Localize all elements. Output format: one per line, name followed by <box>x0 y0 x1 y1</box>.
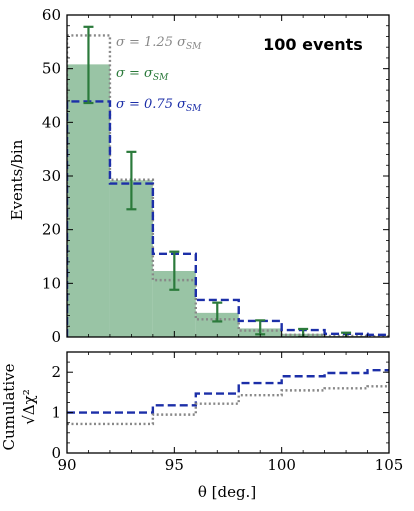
legend-text-sigma-sm: σ = σ <box>116 66 154 81</box>
legend-sub-sigma-sm: SM <box>153 73 169 83</box>
error-bar <box>212 301 223 323</box>
bottom-plot-content <box>67 368 389 426</box>
cumulative-line-0.75-sigma <box>67 368 389 414</box>
bottom-y-tick-label: 1 <box>51 404 61 422</box>
top-y-tick-label: 50 <box>42 60 61 78</box>
legend-label-1.25-sigma: σ = 1.25 σSM <box>116 35 202 52</box>
annotation-event-count: 100 events <box>263 35 363 54</box>
top-y-tick-label: 60 <box>42 6 61 24</box>
top-y-tick-label: 30 <box>42 167 61 185</box>
bottom-panel: 0 1 2 90 95 100 105 Cumulative √Δχ² θ [deg.] <box>0 351 403 501</box>
x-tick-label: 95 <box>165 456 184 474</box>
legend-text-0.75-sigma: σ = 0.75 σ <box>116 97 187 112</box>
histogram-bar <box>67 64 110 337</box>
top-y-tick-label: 40 <box>42 113 61 131</box>
bottom-y-tick-label: 0 <box>51 444 61 462</box>
bottom-y-axis-label-line1: Cumulative <box>0 363 18 450</box>
step-line-0.75-sigma <box>67 100 389 337</box>
top-y-tick-label: 10 <box>42 274 61 292</box>
legend-label-sigma-sm: σ = σSM <box>116 66 169 83</box>
error-bar <box>169 250 180 291</box>
bottom-y-tick-label: 2 <box>51 363 61 381</box>
top-panel: 0 10 20 30 40 50 60 Events/bin 100 events σ = … <box>8 6 390 346</box>
error-bar <box>126 150 137 211</box>
x-tick-label: 100 <box>267 456 296 474</box>
legend-sub-0.75-sigma: SM <box>186 104 202 114</box>
top-y-tick-label: 20 <box>42 221 61 239</box>
x-tick-label: 105 <box>375 456 404 474</box>
x-axis-label: θ [deg.] <box>198 483 256 501</box>
legend-sub-1.25-sigma: SM <box>186 42 202 52</box>
top-axis-ticks: 0 10 20 30 40 50 60 <box>42 6 390 346</box>
legend-label-0.75-sigma: σ = 0.75 σSM <box>116 97 202 114</box>
bottom-y-axis-label-line2: √Δχ² <box>20 389 38 425</box>
x-tick-label: 90 <box>57 456 76 474</box>
top-y-tick-label: 0 <box>51 328 61 346</box>
top-y-axis-label: Events/bin <box>8 139 26 220</box>
bottom-axis-ticks: 0 1 2 90 95 100 105 <box>51 352 403 474</box>
bottom-plot-frame <box>66 351 390 454</box>
legend-text-1.25-sigma: σ = 1.25 σ <box>116 35 187 50</box>
error-bar <box>83 25 94 105</box>
